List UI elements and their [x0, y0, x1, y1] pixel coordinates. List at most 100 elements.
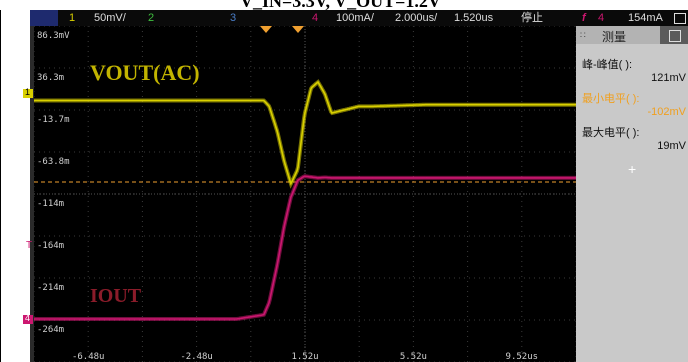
vout-sample-point [276, 131, 278, 133]
add-measurement-button[interactable]: + [628, 161, 637, 177]
iout-sample-point [358, 177, 360, 179]
vout-sample-point [283, 160, 285, 162]
iout-sample-point [344, 177, 346, 179]
vout-sample-point [127, 99, 129, 102]
iout-sample-point [303, 175, 306, 177]
iout-sample-point [324, 176, 326, 179]
measurement-label: 峰-峰值( ): [582, 59, 633, 71]
x-tick-label: -6.48u [72, 352, 105, 362]
vout-sample-point [317, 81, 319, 83]
ch1-index[interactable]: 1 [69, 12, 76, 24]
vout-label: VOUT(AC) [90, 60, 200, 85]
iout-sample-point [398, 177, 400, 179]
channel-1-tab[interactable] [30, 10, 58, 26]
figure-caption: V_IN=3.3V, V_OUT=1.2V [0, 0, 688, 10]
frame-left-border [0, 10, 1, 362]
iout-sample-point [73, 318, 75, 320]
measurement-value: 121mV [651, 72, 686, 84]
measurement-label: 最小电平( ): [582, 93, 640, 105]
iout-sample-point [268, 301, 270, 303]
vout-sample-point [34, 99, 35, 102]
measurement-panel: ∷ 测量 峰-峰值( ): 121mV 最小电平( ): -102mV 最大电平( ):… [576, 26, 688, 362]
y-tick-label: -13.7m [37, 115, 70, 125]
vout-sample-point [73, 99, 75, 102]
ch1-ground-marker[interactable]: 1 [23, 87, 33, 98]
left-ruler [30, 26, 34, 362]
measurement-panel-header: ∷ 测量 [576, 26, 688, 44]
iout-sample-point [317, 177, 319, 179]
iout-sample-point [297, 179, 299, 181]
window-icon[interactable] [674, 13, 686, 24]
trigger-level[interactable]: 154mA [628, 12, 663, 24]
vout-sample-point [344, 109, 346, 111]
iout-sample-point [263, 314, 265, 316]
vout-sample-point [480, 104, 482, 106]
trigger-edge-icon[interactable]: f [582, 12, 586, 24]
y-tick-label: -164m [37, 241, 64, 251]
vout-sample-point [310, 87, 312, 89]
measurement-label-end: ): [632, 127, 640, 139]
iout-sample-point [425, 177, 427, 179]
trigger-level-marker[interactable]: T [26, 240, 33, 251]
iout-sample-point [371, 177, 373, 179]
x-tick-label: 1.52u [291, 352, 318, 362]
x-axis-labels: -6.48u -2.48u 1.52u 5.52u 9.52us [72, 352, 538, 362]
delay[interactable]: 1.520us [454, 12, 494, 24]
iout-label: IOUT [90, 285, 142, 307]
x-tick-label: 9.52us [506, 352, 539, 362]
iout-sample-point [283, 226, 285, 228]
waveform-traces [34, 79, 576, 321]
ch1-scale[interactable]: 50mV/ [94, 12, 126, 24]
iout-sample-point [290, 196, 292, 198]
measurement-value: -102mV [647, 106, 686, 118]
vout-sample-point [358, 105, 360, 107]
ch4-scale[interactable]: 100mA/ [336, 12, 374, 24]
vout-sample-point [236, 99, 238, 102]
iout-sample-point [276, 263, 278, 265]
vout-sample-point [297, 168, 299, 170]
vout-sample-point [575, 104, 576, 106]
trigger-position-marker[interactable] [260, 26, 304, 33]
vout-sample-point [263, 99, 265, 102]
y-tick-label: -63.8m [37, 157, 70, 167]
y-tick-label: -214m [37, 283, 64, 293]
y-axis-labels: 86.3mV 36.3m -13.7m -63.8m -114m -164m -214m -2… [37, 31, 70, 335]
ch2-index[interactable]: 2 [148, 12, 155, 24]
ch4-ground-marker[interactable]: 4 [23, 313, 33, 324]
measurement-value: 19mV [657, 140, 686, 152]
top-toolbar: 1 50mV/ 2 3 4 100mA/ 2.000us/ 1.520us 停止… [30, 10, 688, 26]
trigger-source[interactable]: 4 [598, 12, 605, 24]
y-tick-label: 86.3mV [37, 31, 70, 41]
measurement-label: 最大电平( ): [582, 127, 640, 139]
iout-sample-point [331, 177, 333, 179]
vout-trace [34, 80, 576, 186]
measurement-label-end: ): [632, 93, 640, 105]
vout-sample-point [290, 183, 292, 185]
vout-sample-point [331, 112, 333, 114]
x-tick-label: 5.52u [400, 352, 427, 362]
vout-sample-point [324, 93, 326, 95]
vout-sample-point [425, 104, 427, 106]
ch4-index[interactable]: 4 [312, 12, 319, 24]
panel-toggle-button[interactable] [660, 26, 688, 44]
x-tick-label: -2.48u [180, 352, 213, 362]
y-tick-label: -114m [37, 199, 64, 209]
grid-icon[interactable]: ∷ [580, 30, 586, 40]
iout-sample-point [127, 318, 129, 320]
iout-sample-point [534, 177, 536, 179]
iout-sample-point [181, 318, 184, 320]
figure-caption-text: V_IN=3.3V, V_OUT=1.2V [240, 0, 441, 10]
ch1-ground-marker-label: 1 [25, 87, 31, 97]
square-icon [669, 30, 681, 42]
y-tick-label: -264m [37, 325, 64, 335]
iout-sample-point [575, 177, 576, 179]
ch4-ground-marker-label: 4 [25, 313, 31, 323]
vout-sample-point [303, 114, 306, 116]
vout-sample-point [268, 105, 270, 107]
ch3-index[interactable]: 3 [230, 12, 237, 24]
vout-sample-point [398, 105, 400, 107]
vout-sample-point [371, 105, 373, 107]
run-state[interactable]: 停止 [521, 12, 543, 24]
timebase[interactable]: 2.000us/ [395, 12, 438, 24]
